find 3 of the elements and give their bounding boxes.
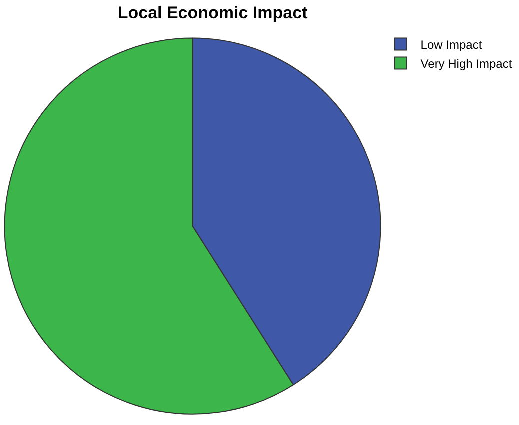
legend-label: Very High Impact (420, 56, 513, 71)
legend-label: Low Impact (420, 38, 483, 52)
chart-title: Local Economic Impact (118, 3, 308, 22)
